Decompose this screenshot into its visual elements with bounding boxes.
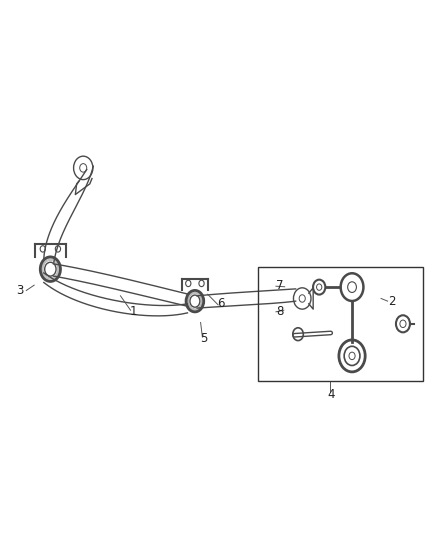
Text: 7: 7 <box>276 279 283 292</box>
Text: 1: 1 <box>130 305 138 318</box>
Text: 3: 3 <box>16 284 23 297</box>
Text: 6: 6 <box>217 297 225 310</box>
Text: 4: 4 <box>327 388 335 401</box>
Text: 5: 5 <box>200 332 207 345</box>
Text: 8: 8 <box>276 305 283 318</box>
Text: 2: 2 <box>388 295 396 308</box>
Bar <box>258 266 423 381</box>
